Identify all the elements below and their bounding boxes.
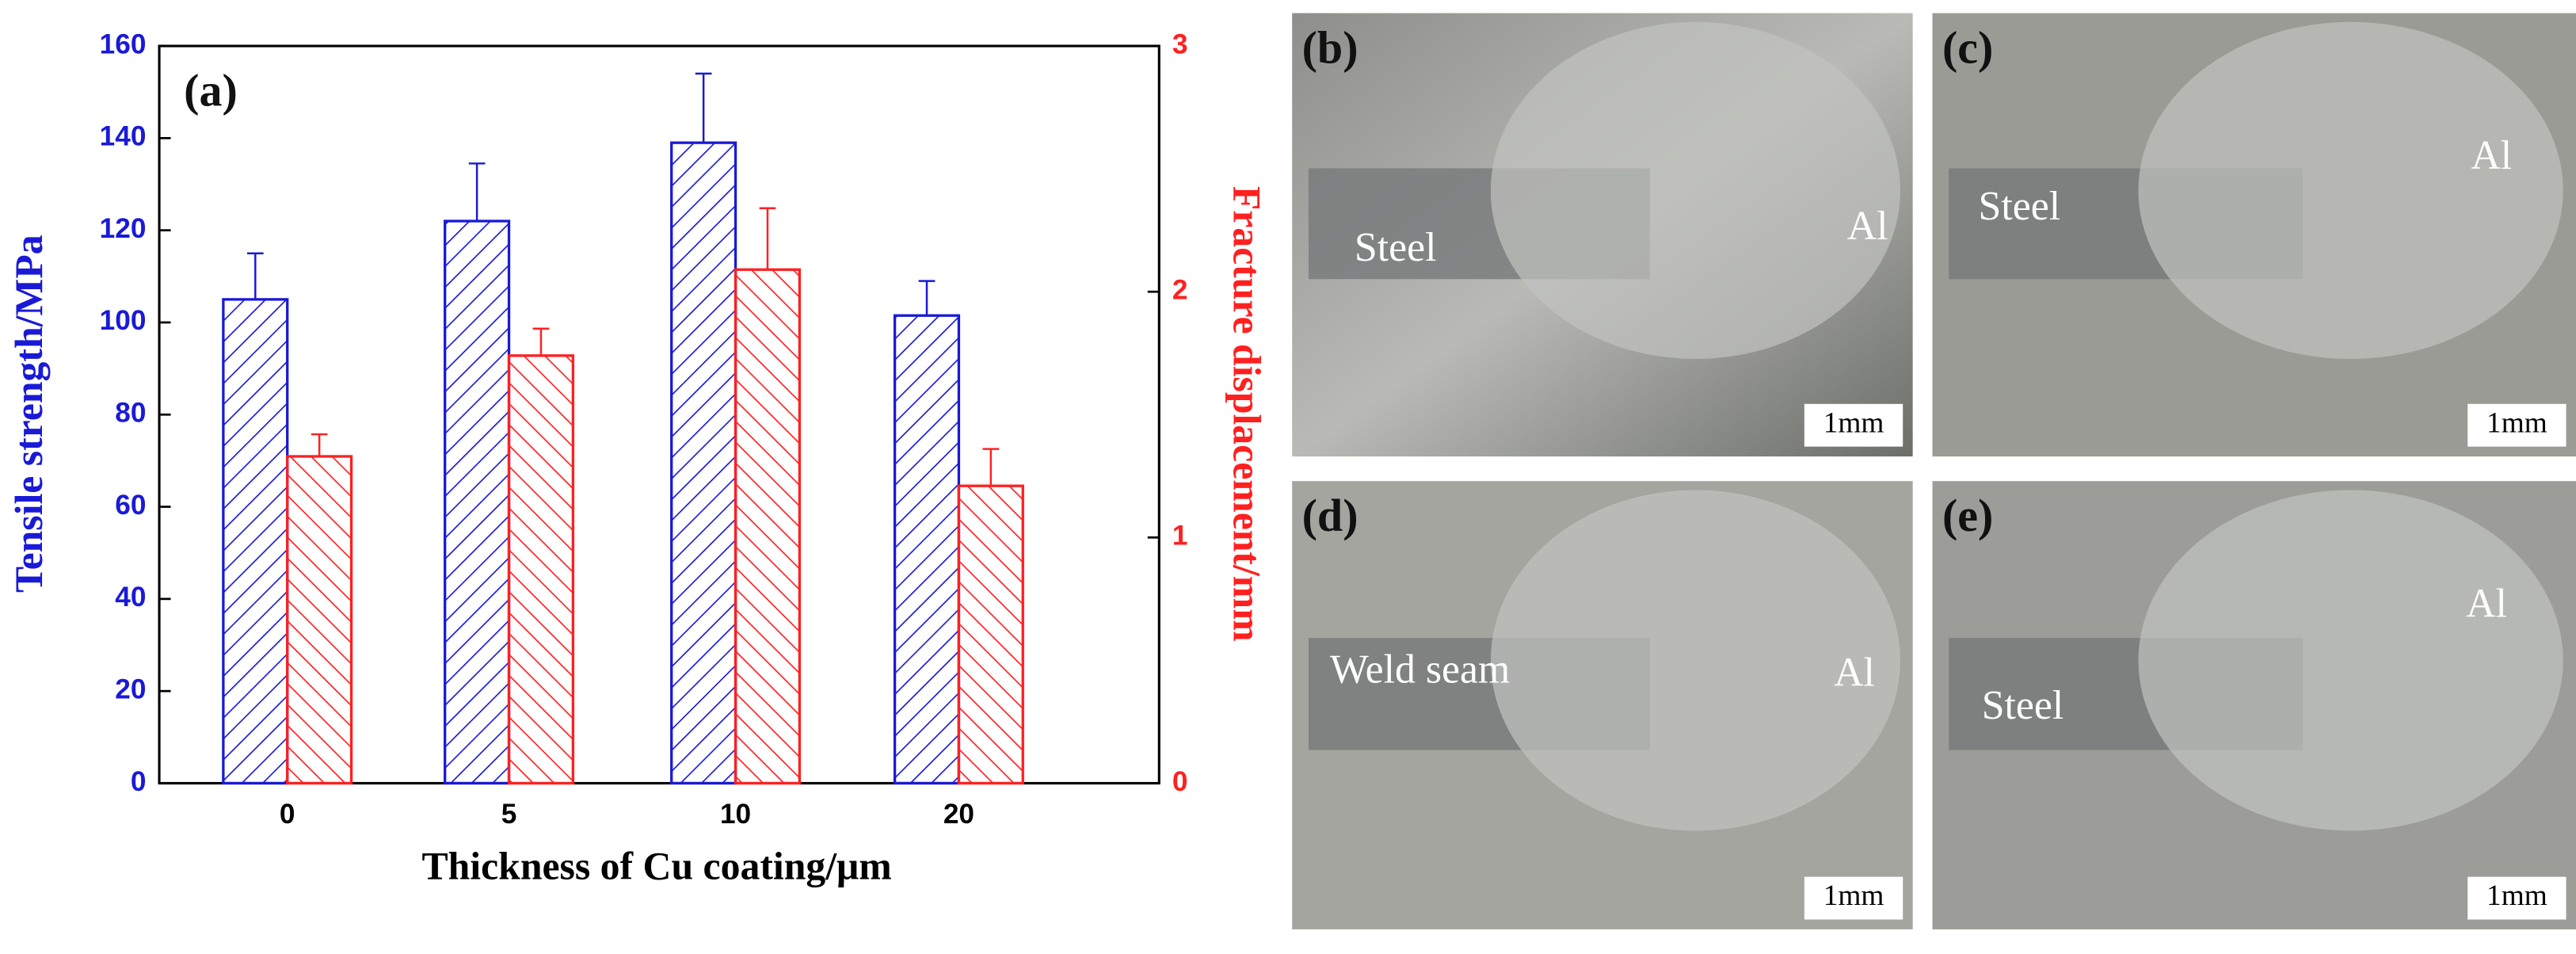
y2-tick-label: 3 [1172, 29, 1188, 59]
panel-text: Al [2466, 582, 2507, 627]
y-tick-label: 120 [100, 213, 147, 244]
scale-box [1804, 403, 1903, 447]
scale-box [2467, 403, 2566, 447]
panel-text: Steel [1979, 184, 2061, 229]
x-axis-label: Thickness of Cu coating/μm [421, 845, 891, 888]
bar [670, 141, 737, 785]
bar [222, 298, 289, 785]
bar [957, 484, 1024, 785]
y2-tick-label: 1 [1172, 521, 1188, 551]
panel-text: Al [1834, 651, 1875, 696]
y-tick-label: 0 [131, 766, 147, 797]
panel-label: (d) [1302, 490, 1358, 541]
scale-box [1804, 876, 1903, 920]
bar [734, 268, 802, 785]
scale-box [2467, 876, 2566, 920]
y-tick-label: 160 [100, 29, 147, 59]
y-tick-label: 40 [115, 582, 146, 612]
y-tick-label: 20 [115, 674, 146, 704]
panel-text: Steel [1982, 683, 2064, 728]
y-axis-label: Tensile strength/MPa [7, 235, 51, 593]
photo-al [1490, 490, 1900, 831]
annotation: (a) [184, 65, 238, 116]
bar [286, 455, 353, 785]
panel-label: (c) [1942, 22, 1993, 74]
scale-label: 1mm [1823, 406, 1884, 439]
photo-al [1490, 21, 1900, 360]
panel-text: Weld seam [1330, 647, 1510, 693]
panel-label: (e) [1942, 490, 1993, 541]
scale-label: 1mm [2486, 880, 2547, 912]
x-tick-label: 5 [501, 799, 517, 830]
y-tick-label: 100 [100, 305, 147, 336]
x-tick-label: 0 [280, 799, 295, 830]
photo-al [2138, 490, 2563, 831]
y-tick-label: 140 [100, 121, 147, 152]
panel-label: (b) [1302, 22, 1358, 74]
scale-label: 1mm [2486, 406, 2547, 439]
y-tick-label: 80 [115, 398, 146, 429]
y2-tick-label: 0 [1172, 766, 1188, 797]
y2-axis-label: Fracture displacement/mm [1225, 186, 1269, 642]
y2-tick-label: 2 [1172, 274, 1188, 305]
bar [507, 354, 575, 785]
x-tick-label: 20 [943, 799, 974, 830]
bar [893, 314, 961, 785]
bar [444, 219, 511, 785]
panel-text: Al [2471, 133, 2512, 178]
x-tick-label: 10 [720, 799, 751, 830]
scale-label: 1mm [1823, 880, 1884, 912]
panel-text: Al [1847, 204, 1888, 249]
y-tick-label: 60 [115, 490, 146, 521]
photo-al [2138, 21, 2563, 360]
panel-text: Steel [1355, 225, 1437, 270]
